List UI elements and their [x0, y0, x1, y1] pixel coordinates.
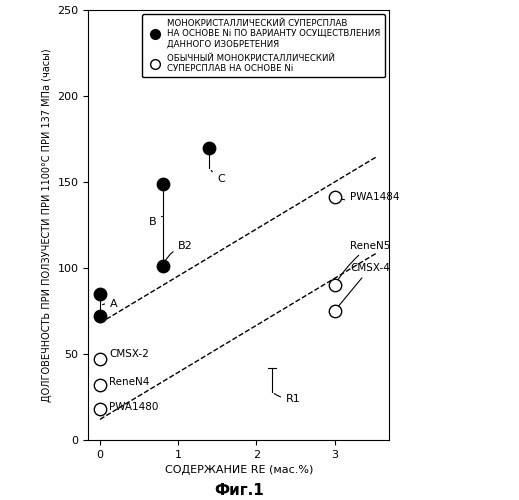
Point [158, 262, 167, 270]
Point [96, 355, 104, 363]
Point [206, 144, 214, 152]
Text: PWA1480: PWA1480 [103, 402, 159, 412]
Text: ReneN4: ReneN4 [103, 376, 149, 386]
Text: B: B [148, 216, 162, 226]
Point [96, 290, 104, 298]
Legend: МОНОКРИСТАЛЛИЧЕСКИЙ СУПЕРСПЛАВ
НА ОСНОВЕ Ni ПО ВАРИАНТУ ОСУЩЕСТВЛЕНИЯ
ДАННОГО ИЗ: МОНОКРИСТАЛЛИЧЕСКИЙ СУПЕРСПЛАВ НА ОСНОВЕ… [142, 14, 385, 78]
Point [96, 312, 104, 320]
X-axis label: СОДЕРЖАНИЕ RE (мас.%): СОДЕРЖАНИЕ RE (мас.%) [165, 466, 313, 475]
Point [96, 405, 104, 413]
Text: B2: B2 [163, 240, 193, 264]
Text: Фиг.1: Фиг.1 [214, 483, 264, 498]
Point [158, 180, 167, 188]
Text: R1: R1 [274, 394, 301, 404]
Point [331, 194, 339, 202]
Y-axis label: ДОЛГОВЕЧНОСТЬ ПРИ ПОЛЗУЧЕСТИ ПРИ 1100°С ПРИ 137 МПа (часы): ДОЛГОВЕЧНОСТЬ ПРИ ПОЛЗУЧЕСТИ ПРИ 1100°С … [42, 48, 52, 402]
Point [331, 281, 339, 289]
Text: CMSX-4: CMSX-4 [336, 263, 390, 309]
Text: PWA1484: PWA1484 [337, 192, 400, 202]
Text: C: C [211, 170, 225, 183]
Text: A: A [102, 299, 118, 309]
Point [96, 381, 104, 389]
Point [331, 307, 339, 315]
Text: ReneN5: ReneN5 [336, 240, 390, 283]
Text: CMSX-2: CMSX-2 [102, 349, 149, 359]
